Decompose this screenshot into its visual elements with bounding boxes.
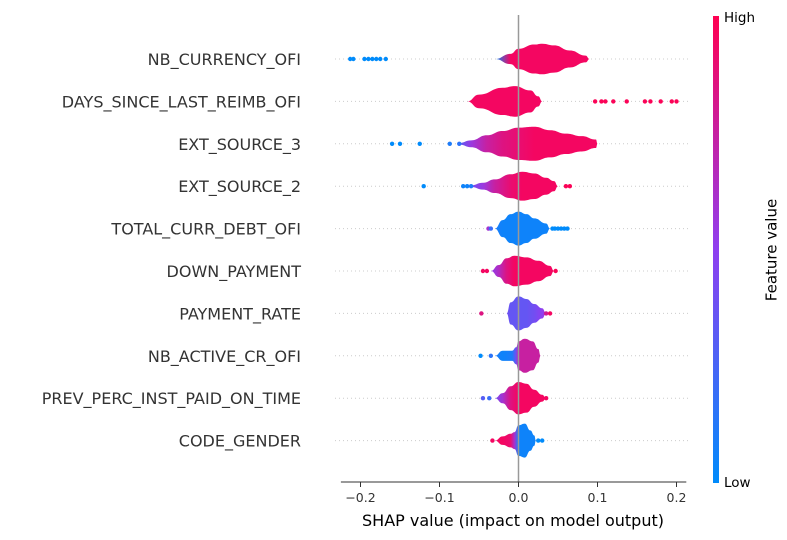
outlier-point xyxy=(417,141,422,146)
x-tick-label: 0.0 xyxy=(509,490,529,505)
feature-rows: NB_CURRENCY_OFI DAYS_SINCE_LAST_REIMB_OFI… xyxy=(42,43,690,458)
violin-shape xyxy=(494,423,536,458)
outlier-point xyxy=(479,311,484,316)
feature-row: DAYS_SINCE_LAST_REIMB_OFI xyxy=(62,86,690,117)
outlier-point xyxy=(468,184,474,189)
feature-label: DOWN_PAYMENT xyxy=(167,262,302,282)
violin-shape xyxy=(494,211,551,246)
feature-label: EXT_SOURCE_2 xyxy=(178,177,301,197)
x-axis: −0.2 −0.1 0.0 0.1 0.2 xyxy=(340,481,687,505)
feature-row: CODE_GENDER xyxy=(179,423,690,458)
outlier-point xyxy=(669,99,674,104)
outlier-point xyxy=(447,141,452,146)
violin-shape xyxy=(494,43,590,75)
outlier-point xyxy=(464,184,470,189)
outlier-point xyxy=(543,396,549,401)
colorbar-high-label: High xyxy=(724,10,755,26)
feature-row: EXT_SOURCE_3 xyxy=(178,126,690,161)
colorbar: High Low Feature value xyxy=(713,10,781,491)
violin-shape xyxy=(471,171,558,201)
outlier-point xyxy=(603,99,608,104)
outlier-point xyxy=(540,438,545,443)
feature-label: PREV_PERC_INST_PAID_ON_TIME xyxy=(42,389,301,409)
outlier-point xyxy=(642,99,648,104)
violin-shape xyxy=(467,86,543,117)
feature-row: NB_CURRENCY_OFI xyxy=(148,43,690,75)
outlier-point xyxy=(543,311,549,316)
colorbar-gradient xyxy=(713,16,719,483)
feature-row: EXT_SOURCE_2 xyxy=(178,171,690,201)
outlier-point xyxy=(389,141,395,146)
outlier-point xyxy=(558,226,564,231)
outlier-point xyxy=(536,438,541,443)
feature-label: NB_CURRENCY_OFI xyxy=(148,50,301,70)
outlier-point xyxy=(488,353,494,358)
outlier-point xyxy=(421,184,426,189)
outlier-point xyxy=(461,184,466,189)
outlier-point xyxy=(599,99,604,104)
outlier-point xyxy=(374,56,379,62)
outlier-point xyxy=(478,353,483,358)
outlier-point xyxy=(488,226,494,231)
outlier-point xyxy=(547,311,553,316)
outlier-point xyxy=(378,56,383,62)
colorbar-title: Feature value xyxy=(763,199,781,301)
outlier-point xyxy=(487,396,492,401)
feature-label: EXT_SOURCE_3 xyxy=(178,135,301,155)
feature-label: NB_ACTIVE_CR_OFI xyxy=(148,347,301,367)
outlier-point xyxy=(553,268,558,274)
feature-row: PREV_PERC_INST_PAID_ON_TIME xyxy=(42,382,690,415)
violin-shape xyxy=(494,338,541,373)
feature-label: CODE_GENDER xyxy=(179,432,301,452)
feature-row: PAYMENT_RATE xyxy=(179,296,690,331)
feature-label: TOTAL_CURR_DEBT_OFI xyxy=(110,220,301,240)
outlier-point xyxy=(555,226,561,231)
outlier-point xyxy=(611,99,616,104)
x-axis-title: SHAP value (impact on model output) xyxy=(362,511,664,530)
violin-shape xyxy=(494,382,547,415)
outlier-point xyxy=(624,99,629,104)
violin-shape xyxy=(490,255,555,287)
feature-row: NB_ACTIVE_CR_OFI xyxy=(148,338,690,373)
outlier-point xyxy=(480,268,486,274)
outlier-point xyxy=(397,141,403,146)
x-tick-label: 0.1 xyxy=(588,490,608,505)
outlier-point xyxy=(658,99,663,104)
outlier-point xyxy=(370,56,375,62)
outlier-point xyxy=(648,99,653,104)
outlier-point xyxy=(362,56,367,62)
outlier-point xyxy=(351,56,356,62)
violin-shape xyxy=(459,126,598,161)
outlier-point xyxy=(490,438,495,443)
outlier-point xyxy=(552,226,558,231)
outlier-point xyxy=(480,396,486,401)
outlier-point xyxy=(674,99,679,104)
outlier-point xyxy=(348,56,353,62)
x-tick-label: −0.1 xyxy=(424,490,454,505)
feature-row: DOWN_PAYMENT xyxy=(167,255,690,287)
violin-shape xyxy=(506,296,547,331)
feature-label: DAYS_SINCE_LAST_REIMB_OFI xyxy=(62,92,301,112)
outlier-point xyxy=(383,56,388,62)
x-tick-label: 0.2 xyxy=(667,490,687,505)
outlier-point xyxy=(562,226,567,231)
outlier-point xyxy=(565,226,570,231)
feature-row: TOTAL_CURR_DEBT_OFI xyxy=(110,211,690,246)
outlier-point xyxy=(366,56,371,62)
outlier-point xyxy=(563,184,569,189)
outlier-point xyxy=(592,99,598,104)
feature-label: PAYMENT_RATE xyxy=(179,304,301,324)
outlier-point xyxy=(457,141,462,146)
outlier-point xyxy=(484,268,490,274)
colorbar-low-label: Low xyxy=(724,475,751,491)
outlier-point xyxy=(567,184,573,189)
x-tick-label: −0.2 xyxy=(345,490,375,505)
